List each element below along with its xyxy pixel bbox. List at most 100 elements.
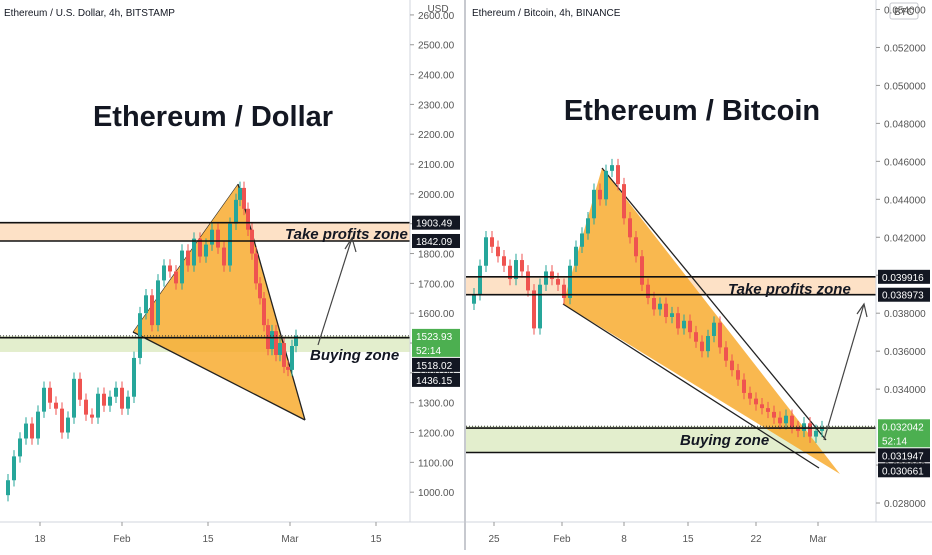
candle-body — [150, 295, 154, 326]
price-level-value: 0.039916 — [882, 273, 924, 284]
price-tick-label: 2300.00 — [418, 100, 455, 111]
candle-body — [168, 265, 172, 272]
price-tick-label: 1700.00 — [418, 279, 455, 290]
time-axis[interactable]: 25 Feb 8 15 22 Mar — [488, 522, 827, 545]
current-price-label — [412, 328, 460, 357]
symmetrical-triangle-pattern — [133, 184, 305, 420]
price-tick-label: 1300.00 — [418, 399, 455, 410]
candle-body — [628, 218, 632, 238]
price-level-value: 1436.15 — [416, 376, 453, 387]
candle-body — [490, 237, 494, 247]
candle-body — [532, 290, 536, 329]
time-tick-label: 15 — [202, 534, 214, 545]
chart-headline: Ethereum / Dollar — [93, 101, 333, 133]
chart-headline: Ethereum / Bitcoin — [564, 95, 820, 127]
candle-body — [12, 456, 16, 481]
candle-body — [526, 271, 530, 291]
candle-body — [592, 189, 596, 219]
candle-body — [718, 322, 722, 348]
projection-arrowhead — [344, 236, 357, 253]
candle-body — [574, 246, 578, 266]
candle-body — [192, 238, 196, 266]
candle-body — [24, 423, 28, 439]
price-level-label — [878, 463, 930, 478]
candle-body — [790, 415, 794, 428]
candle-body — [72, 378, 76, 418]
time-tick-label: 25 — [488, 534, 500, 545]
ethusd-chart-pane[interactable]: Ethereum / U.S. Dollar, 4h, BITSTAMP Eth… — [0, 0, 464, 550]
candle-body — [820, 427, 824, 431]
time-tick-label: Mar — [809, 534, 827, 545]
candle-body — [694, 332, 698, 342]
candle-body — [502, 256, 506, 266]
price-level-value: 1523.93 — [416, 332, 453, 343]
candle-body — [652, 298, 656, 310]
time-tick-label: 15 — [370, 534, 382, 545]
candle-body — [562, 284, 566, 299]
candle-body — [84, 399, 88, 415]
price-tick-label: 0.052000 — [884, 43, 926, 54]
price-tick-label: 0.038000 — [884, 309, 926, 320]
price-level-label — [878, 287, 930, 302]
price-level-value: 1518.02 — [416, 361, 453, 372]
candle-body — [290, 346, 294, 370]
price-tick-label: 2600.00 — [418, 11, 455, 22]
pane-divider[interactable] — [464, 0, 466, 550]
candle-body — [610, 165, 614, 171]
falling-wedge-pattern — [563, 168, 840, 474]
candle-body — [772, 411, 776, 418]
candle-body — [204, 244, 208, 257]
price-axis[interactable]: 2600.00 2500.00 2400.00 2300.00 2200.00 2100.… — [410, 11, 455, 499]
price-level-value: 0.032042 — [882, 422, 924, 433]
price-level-label — [412, 233, 460, 248]
candle-body — [54, 402, 58, 409]
candle-body — [36, 411, 40, 439]
candle-body — [126, 396, 130, 409]
ethbtc-chart[interactable]: Ethereum / Bitcoin, 4h, BINANCE Ethereum… — [466, 0, 932, 550]
price-tick-label: 0.044000 — [884, 195, 926, 206]
candle-body — [108, 396, 112, 406]
candle-body — [814, 430, 818, 437]
candle-body — [278, 343, 282, 355]
price-labels: 0.039916 0.038973 0.032042 52:14 0.031947 0.0… — [878, 269, 930, 478]
candle-body — [556, 279, 560, 285]
candle-body — [254, 253, 258, 284]
ethbtc-chart-pane[interactable]: Ethereum / Bitcoin, 4h, BINANCE Ethereum… — [466, 0, 932, 550]
candle-body — [520, 260, 524, 272]
price-level-value: 0.030661 — [882, 466, 924, 477]
wedge-resistance-line — [601, 167, 827, 441]
time-axis[interactable]: 18Feb81522Mar15 — [34, 522, 382, 545]
candle-body — [66, 417, 70, 433]
price-tick-label: 2000.00 — [418, 190, 455, 201]
candle-body — [676, 313, 680, 329]
candle-body — [156, 280, 160, 326]
ethusd-chart[interactable]: Ethereum / U.S. Dollar, 4h, BITSTAMP Eth… — [0, 0, 464, 550]
price-candles — [472, 158, 824, 443]
candle-body — [688, 320, 692, 333]
price-tick-label: 1200.00 — [418, 429, 455, 440]
candle-body — [586, 218, 590, 234]
price-level-value: 1903.49 — [416, 219, 453, 230]
candle-body — [766, 408, 770, 412]
candle-body — [670, 313, 674, 317]
candle-body — [138, 313, 142, 358]
candle-body — [186, 250, 190, 266]
symbol-title: Ethereum / Bitcoin, 4h, BINANCE — [472, 8, 621, 19]
projection-arrow — [317, 237, 353, 346]
price-level-label — [412, 357, 460, 372]
candle-body — [30, 423, 34, 439]
candle-body — [96, 393, 100, 418]
candle-body — [760, 404, 764, 409]
candle-body — [216, 229, 220, 248]
candle-body — [514, 260, 518, 280]
candle-body — [18, 438, 22, 457]
candle-body — [48, 387, 52, 403]
candle-body — [478, 265, 482, 295]
candle-body — [262, 298, 266, 326]
price-tick-label: 0.036000 — [884, 347, 926, 358]
candle-body — [784, 415, 788, 424]
candle-body — [730, 360, 734, 371]
buying-zone-label: Buying zone — [680, 432, 769, 449]
bar-countdown: 52:14 — [416, 346, 441, 357]
candle-body — [796, 427, 800, 431]
